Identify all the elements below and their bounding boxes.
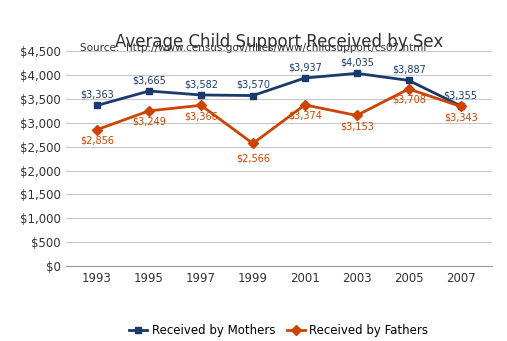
Title: Average Child Support Received by Sex: Average Child Support Received by Sex xyxy=(115,33,443,51)
Received by Mothers xyxy=(94,103,100,107)
Text: $3,582: $3,582 xyxy=(184,79,218,89)
Text: $3,887: $3,887 xyxy=(392,65,426,75)
Received by Fathers xyxy=(250,142,256,146)
Received by Mothers xyxy=(458,104,464,108)
Text: $3,937: $3,937 xyxy=(288,62,322,72)
Text: $2,856: $2,856 xyxy=(80,135,114,145)
Text: $3,153: $3,153 xyxy=(340,121,374,131)
Received by Mothers xyxy=(354,71,360,75)
Line: Received by Mothers: Received by Mothers xyxy=(94,70,464,109)
Received by Mothers xyxy=(302,76,308,80)
Text: Source:  http://www.census.gov/hhes/www/childsupport/cs07.html: Source: http://www.census.gov/hhes/www/c… xyxy=(80,43,427,53)
Text: $3,374: $3,374 xyxy=(288,110,322,121)
Text: $4,035: $4,035 xyxy=(340,58,374,68)
Text: $3,708: $3,708 xyxy=(392,95,426,105)
Legend: Received by Mothers, Received by Fathers: Received by Mothers, Received by Fathers xyxy=(125,319,433,341)
Text: $3,355: $3,355 xyxy=(444,90,478,100)
Received by Fathers xyxy=(354,114,360,118)
Received by Fathers xyxy=(406,87,412,91)
Received by Fathers xyxy=(198,103,204,107)
Text: $3,343: $3,343 xyxy=(444,112,478,122)
Text: $3,665: $3,665 xyxy=(132,75,166,85)
Received by Mothers xyxy=(198,93,204,97)
Text: $3,570: $3,570 xyxy=(236,80,270,90)
Text: $3,366: $3,366 xyxy=(184,111,218,121)
Text: $2,566: $2,566 xyxy=(236,154,270,164)
Line: Received by Fathers: Received by Fathers xyxy=(94,86,464,147)
Received by Fathers xyxy=(302,103,308,107)
Text: $3,249: $3,249 xyxy=(132,117,166,127)
Received by Fathers xyxy=(146,109,152,113)
Received by Fathers xyxy=(458,104,464,108)
Received by Mothers xyxy=(250,93,256,98)
Received by Mothers xyxy=(406,78,412,83)
Text: $3,363: $3,363 xyxy=(80,90,114,100)
Received by Fathers xyxy=(94,128,100,132)
Received by Mothers xyxy=(146,89,152,93)
